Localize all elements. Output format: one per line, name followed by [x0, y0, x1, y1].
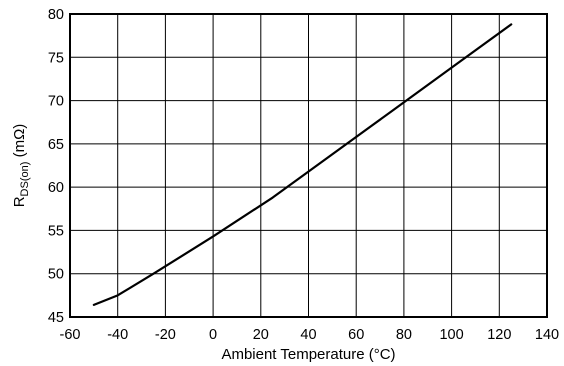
- x-tick-label: -40: [107, 327, 128, 343]
- x-tick-label: 120: [487, 327, 511, 343]
- y-axis-label-main: R: [11, 196, 28, 207]
- y-axis-label: RDS(on) (mΩ): [11, 124, 31, 208]
- x-tick-label: -20: [155, 327, 176, 343]
- plot-frame: [69, 13, 548, 318]
- y-axis-label-unit: (mΩ): [11, 124, 28, 162]
- x-axis-label: Ambient Temperature (°C): [221, 346, 395, 363]
- series-line: [92, 23, 513, 306]
- x-tick-label: 140: [535, 327, 559, 343]
- x-tick-label: 20: [253, 327, 269, 343]
- x-tick-label: 40: [300, 327, 316, 343]
- y-tick-label: 75: [48, 50, 64, 66]
- y-tick-label: 55: [48, 223, 64, 239]
- y-axis-label-subscript: DS(on): [19, 162, 31, 197]
- x-tick-label: 80: [396, 327, 412, 343]
- y-tick-labels: 45 50 55 60 65 70 75 80: [48, 7, 64, 326]
- x-tick-label: 60: [348, 327, 364, 343]
- y-tick-label: 65: [48, 137, 64, 153]
- gridlines: [70, 14, 547, 317]
- y-tick-label: 60: [48, 180, 64, 196]
- y-tick-label: 80: [48, 7, 64, 23]
- y-tick-label: 50: [48, 267, 64, 283]
- x-tick-label: 100: [439, 327, 463, 343]
- x-tick-label: 0: [209, 327, 217, 343]
- x-tick-labels: -60 -40 -20 0 20 40 60 80 100 120 140: [60, 327, 560, 343]
- x-tick-label: -60: [60, 327, 81, 343]
- y-tick-label: 70: [48, 94, 64, 110]
- y-tick-label: 45: [48, 310, 64, 326]
